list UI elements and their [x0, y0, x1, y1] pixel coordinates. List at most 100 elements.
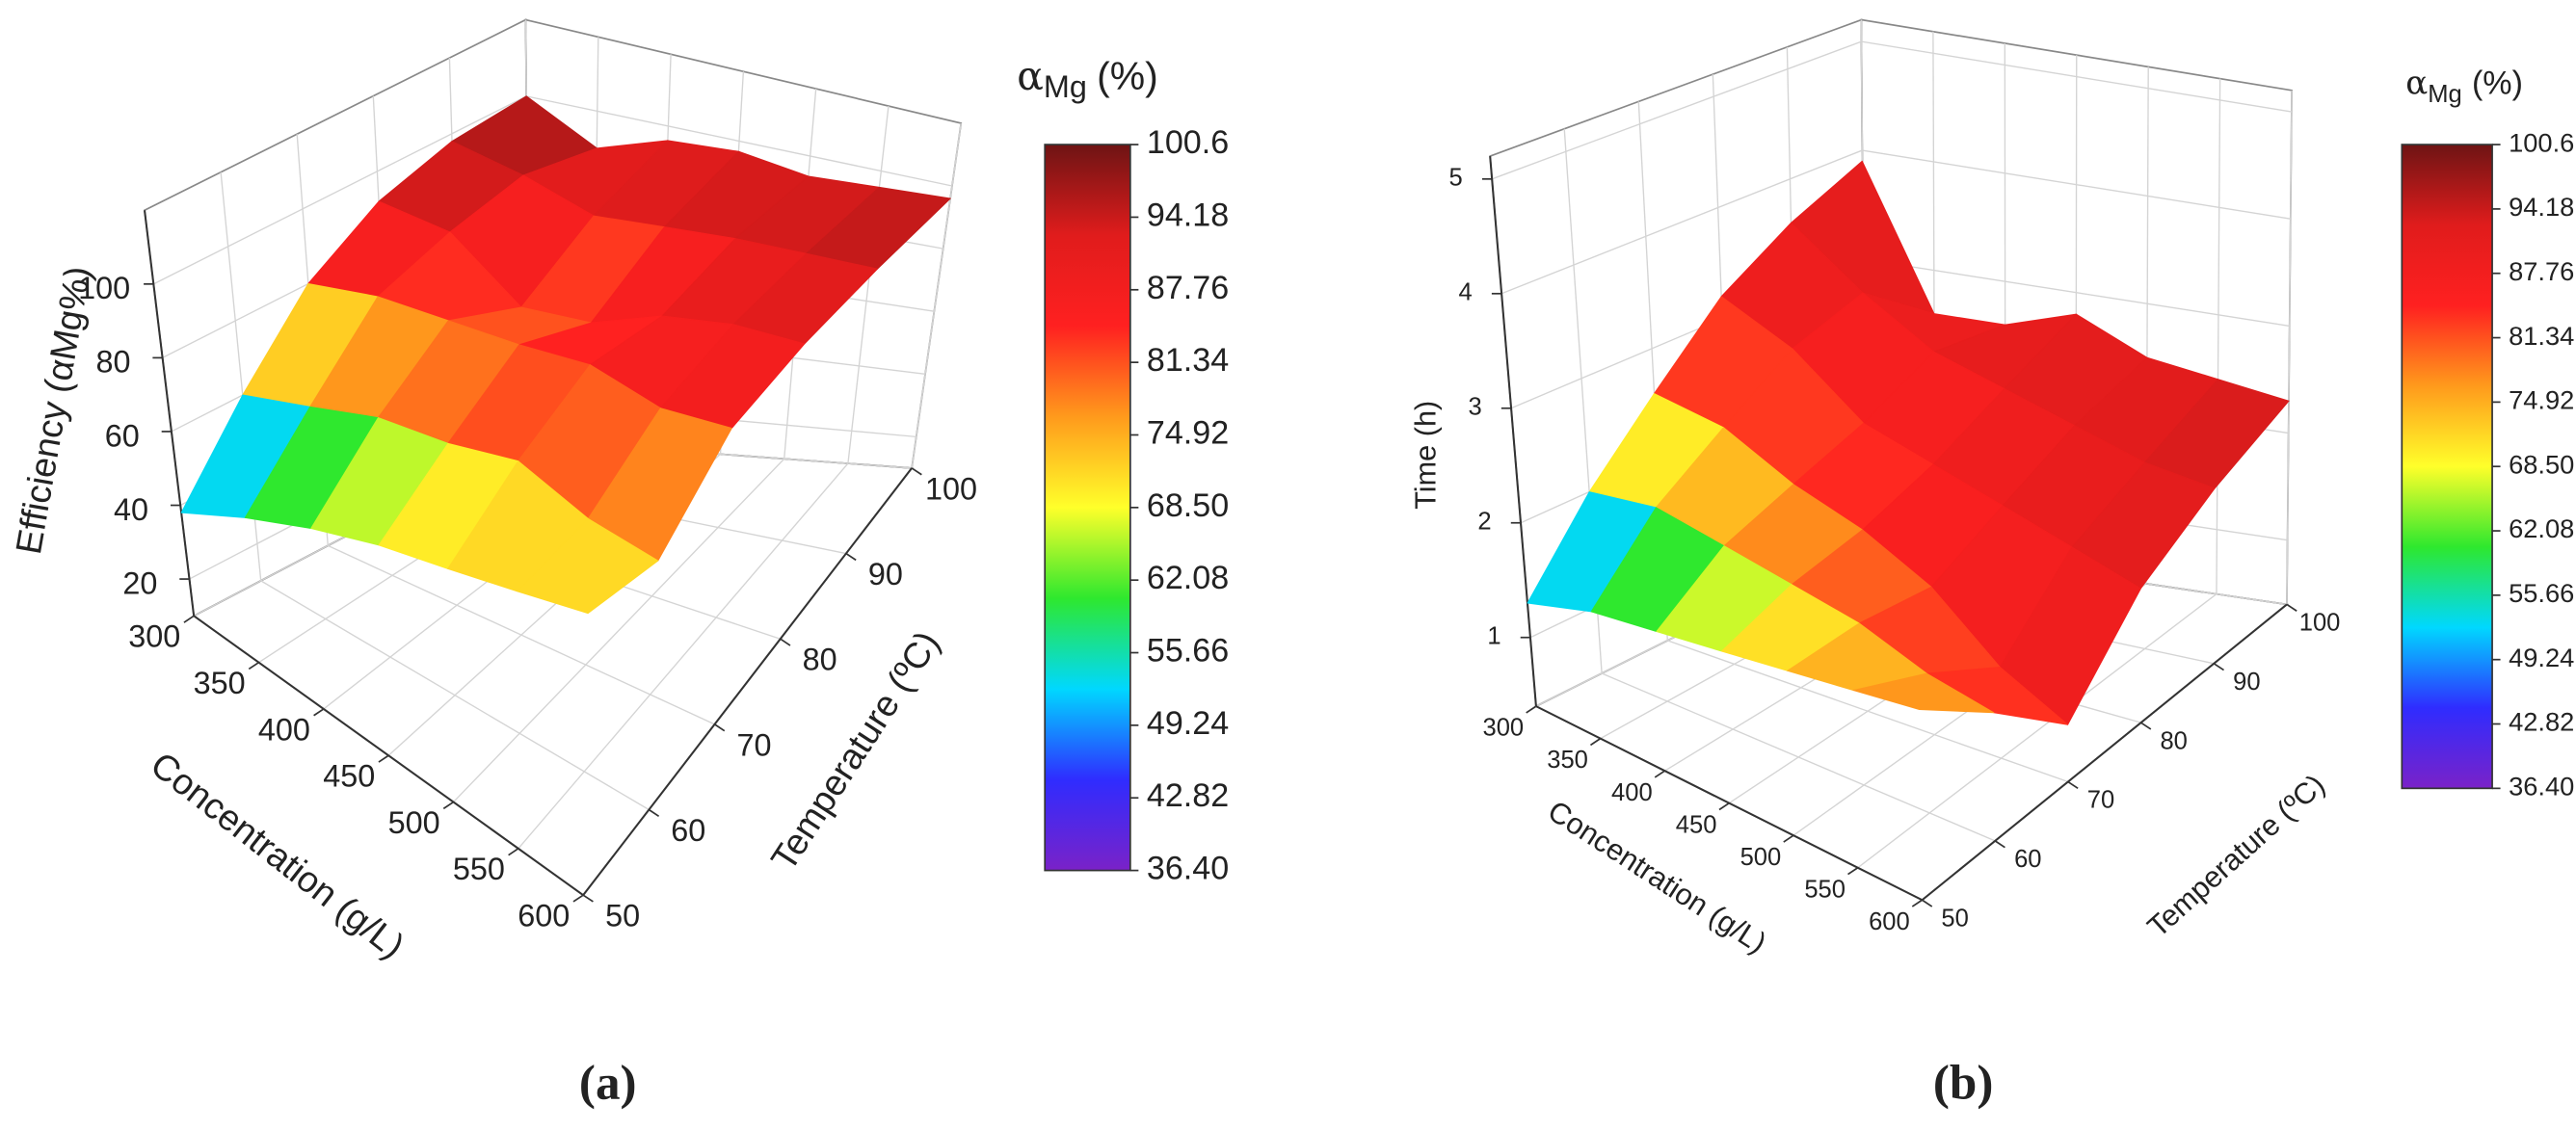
colorbar-tick-label: 55.66 [1147, 633, 1229, 670]
colorbar-tick-label: 68.50 [2509, 449, 2574, 479]
colorbar-tick-label: 87.76 [2509, 256, 2574, 286]
z-tick-label: 100 [78, 271, 130, 305]
tick-mark [1718, 802, 1730, 811]
grid-line [1491, 40, 1862, 180]
axis-line [1489, 155, 1537, 707]
tick-mark [442, 801, 454, 810]
y-tick-label: 60 [671, 813, 705, 848]
colorbar-tick-label: 94.18 [1147, 197, 1229, 233]
tick-mark [2067, 780, 2079, 790]
colorbar-title-symbol: α [1017, 52, 1044, 98]
subplot: 300 350 400 450 500 550 600 50 60 70 80 90 100 20 40 60… [8, 18, 1229, 1110]
x-tick-label: 300 [1482, 715, 1524, 742]
tick-mark [2286, 603, 2297, 612]
x-tick-label: 350 [194, 666, 246, 700]
grid-line [518, 462, 849, 850]
tick-mark [648, 808, 660, 818]
z-tick-label: 40 [114, 492, 148, 527]
colorbar-tick-label: 94.18 [2509, 192, 2574, 222]
y-tick-label: 50 [605, 899, 640, 933]
colorbar-tick-label: 55.66 [2509, 578, 2574, 608]
tick-mark [714, 723, 726, 732]
axis-line [1535, 705, 1923, 902]
z-tick-label: 20 [122, 565, 157, 600]
tick-mark [183, 615, 195, 623]
colorbar-title-subscript: Mg [1044, 69, 1087, 104]
subplot: 300 350 400 450 500 550 600 50 60 70 80 90 100 1 2 3 4 5 C… [1409, 18, 2574, 1110]
tick-mark [313, 708, 325, 717]
grid-line [847, 105, 890, 464]
grid-line [911, 122, 962, 469]
tick-mark [508, 848, 519, 856]
colorbar-title: αMg (%) [1017, 52, 1157, 103]
tick-mark [572, 894, 584, 903]
y-tick-label: 80 [2160, 727, 2187, 754]
colorbar-tick-label: 49.24 [2509, 643, 2574, 672]
tick-mark [1589, 737, 1602, 747]
tick-mark [1654, 770, 1665, 778]
colorbar-tick-label: 62.08 [2509, 513, 2574, 543]
z-tick-label: 1 [1487, 622, 1500, 649]
x-tick-label: 450 [1676, 811, 1717, 838]
x-tick-label: 400 [1611, 779, 1653, 806]
z-tick-label: 80 [95, 345, 130, 380]
z-tick-label: 5 [1449, 165, 1463, 192]
colorbar-tick-label: 74.92 [1147, 414, 1229, 451]
colorbar-tick-label: 42.82 [2509, 707, 2574, 737]
tick-mark [911, 467, 922, 476]
axis-line [143, 210, 196, 617]
z-tick-label: 4 [1459, 279, 1473, 306]
panel-label: (a) [579, 1055, 637, 1110]
colorbar-tick-label: 100.6 [1147, 124, 1229, 161]
z-tick-label: 2 [1477, 508, 1491, 535]
colorbar-tick-label: 62.08 [1147, 560, 1229, 596]
colorbar-tick-label: 81.34 [1147, 342, 1229, 379]
y-tick-label: 60 [2014, 846, 2041, 873]
colorbar-title-unit: (%) [1097, 54, 1158, 98]
x-tick-label: 500 [388, 805, 440, 840]
grid-line [327, 544, 715, 725]
y-tick-label: 80 [803, 643, 837, 677]
tick-mark [378, 754, 389, 763]
axis-line [582, 467, 913, 896]
grid-line [2286, 90, 2293, 605]
x-tick-label: 400 [258, 712, 310, 747]
grid-line [453, 458, 785, 803]
colorbar [1044, 144, 1131, 872]
tick-mark [845, 552, 857, 562]
tick-mark [1994, 840, 2005, 849]
x-tick-label: 450 [323, 759, 375, 794]
colorbar-tick-label: 81.34 [2509, 321, 2574, 351]
colorbar-tick-label: 36.40 [2509, 772, 2574, 802]
colorbar-tick-label: 100.6 [2509, 127, 2574, 157]
y-tick-label: 100 [925, 471, 977, 506]
y-tick-label: 90 [868, 557, 903, 591]
colorbar-title-unit: (%) [2472, 66, 2523, 102]
colorbar-tick-label: 36.40 [1147, 851, 1229, 887]
y-axis-label: Temperature (ºC) [763, 623, 947, 877]
grid-line [525, 95, 953, 187]
tick-mark [1847, 867, 1859, 876]
grid-line [1667, 640, 2069, 783]
grid-line [1861, 40, 2292, 113]
z-axis-label: Efficiency (αMg%) [8, 263, 98, 557]
tick-mark [780, 638, 791, 646]
tick-mark [2213, 663, 2224, 671]
tick-mark [2140, 722, 2152, 730]
tick-mark [1783, 834, 1794, 843]
grid-line [1601, 672, 1996, 842]
x-tick-label: 550 [1804, 876, 1846, 903]
y-tick-label: 50 [1941, 905, 1968, 932]
grid-line [260, 580, 650, 811]
grid-line [1857, 593, 2217, 869]
grid-line [153, 95, 527, 285]
y-tick-label: 70 [736, 727, 771, 762]
colorbar-tick-label: 74.92 [2509, 385, 2574, 415]
colorbar-tick-label: 87.76 [1147, 270, 1229, 306]
colorbar [2401, 144, 2493, 790]
grid-line [1862, 149, 2291, 220]
tick-mark [1526, 705, 1537, 714]
x-tick-label: 350 [1547, 747, 1588, 774]
